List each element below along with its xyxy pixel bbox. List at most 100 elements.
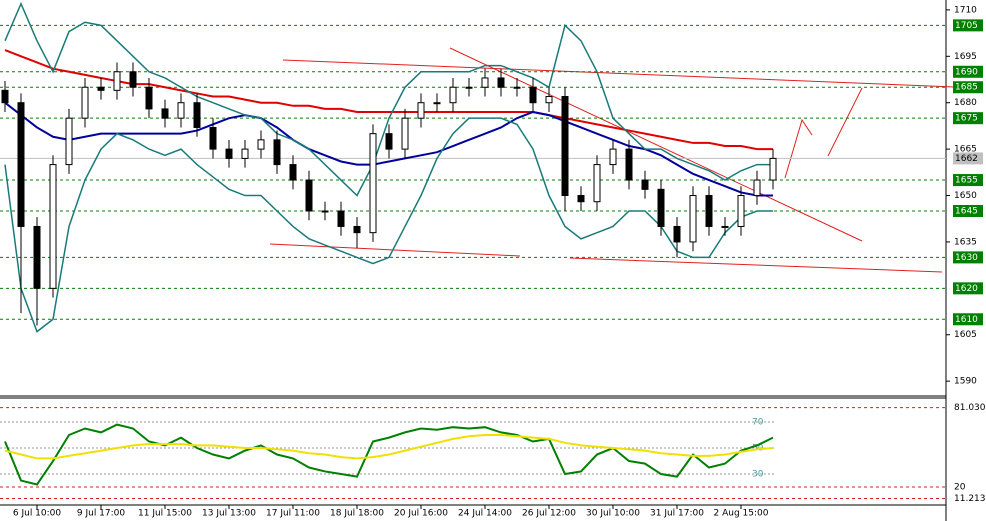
level-label: 1610 xyxy=(955,315,978,325)
x-tick-label: 17 Jul 11:00 xyxy=(266,509,320,519)
level-label: 1630 xyxy=(955,253,978,263)
level-label: 1645 xyxy=(955,206,978,216)
trendlines xyxy=(269,47,981,273)
x-tick-label: 18 Jul 18:00 xyxy=(330,509,384,519)
candle-body xyxy=(81,86,89,119)
candle-body xyxy=(161,108,169,119)
candle-body xyxy=(545,96,553,104)
candle-body xyxy=(497,77,505,88)
level-label: 1620 xyxy=(955,284,978,294)
y-tick-label: 1605 xyxy=(954,330,977,340)
level-label: 1705 xyxy=(955,21,978,31)
candle-body xyxy=(113,71,121,91)
candle-body xyxy=(737,195,745,227)
candle-body xyxy=(673,225,681,243)
y2-tick-label: 20 xyxy=(954,483,966,493)
level-label: 1655 xyxy=(955,176,978,186)
indicator-line xyxy=(4,1,773,197)
candle-body xyxy=(257,139,265,150)
x-tick-label: 9 Jul 17:00 xyxy=(77,509,126,519)
level-box xyxy=(953,204,983,217)
candle-body xyxy=(337,210,345,227)
candle-body xyxy=(593,164,601,203)
y-tick-label: 1635 xyxy=(954,237,977,247)
candle-body xyxy=(529,86,537,104)
candle-body xyxy=(177,102,185,119)
level-box xyxy=(953,313,983,326)
indicator-line xyxy=(4,423,774,486)
candle-body xyxy=(289,164,297,181)
y-tick-label: 1680 xyxy=(954,98,977,108)
x-tick-label: 30 Jul 10:00 xyxy=(586,509,640,519)
candle-body xyxy=(769,157,777,181)
candle-body xyxy=(193,102,201,128)
candle-body xyxy=(145,86,153,110)
trendline xyxy=(269,243,521,257)
candle-body xyxy=(97,86,105,91)
candle-body xyxy=(65,117,73,166)
x-tick-label: 24 Jul 14:00 xyxy=(458,509,512,519)
candle-body xyxy=(721,225,729,228)
indicator-line xyxy=(4,434,774,460)
candle-body xyxy=(401,117,409,150)
candle-body xyxy=(417,102,425,119)
x-tick-label: 2 Aug 15:00 xyxy=(714,509,769,519)
x-tick-label: 20 Jul 16:00 xyxy=(394,509,448,519)
x-tick-label: 31 Jul 17:00 xyxy=(650,509,704,519)
candle-body xyxy=(321,210,329,213)
candle-body xyxy=(49,164,57,289)
x-tick-label: 11 Jul 15:00 xyxy=(138,509,192,519)
candle-body xyxy=(753,179,761,197)
candle-body xyxy=(689,195,697,243)
candle-body xyxy=(641,179,649,190)
last-price-label: 1662 xyxy=(955,154,978,164)
candle-body xyxy=(225,148,233,159)
level-box xyxy=(953,65,983,78)
forecast-arrow xyxy=(827,87,863,157)
y-tick-label: 1710 xyxy=(954,5,977,15)
candle-body xyxy=(1,89,9,104)
candle-body xyxy=(385,133,393,150)
candle-body xyxy=(33,225,41,289)
candle-body xyxy=(305,179,313,212)
candle-body xyxy=(433,102,441,105)
level-label: 1675 xyxy=(955,114,978,124)
level-box xyxy=(953,112,983,125)
candle-body xyxy=(657,188,665,227)
level-label: 1690 xyxy=(955,67,978,77)
y-tick-label: 1665 xyxy=(954,145,977,155)
candle-body xyxy=(17,102,25,227)
level-label: 1685 xyxy=(955,83,978,93)
candle-body xyxy=(209,126,217,150)
level-box xyxy=(953,19,983,32)
candle-body xyxy=(609,148,617,166)
rsi-level-label: 70 xyxy=(752,417,764,427)
last-price-box xyxy=(953,152,983,165)
candle-body xyxy=(353,225,361,234)
level-box xyxy=(953,81,983,94)
candle-body xyxy=(625,148,633,181)
y-tick-label: 1695 xyxy=(954,52,977,62)
y2-tick-label: 81.030 xyxy=(954,403,986,413)
candle-body xyxy=(465,86,473,89)
trendline xyxy=(569,257,943,273)
candle-body xyxy=(513,86,521,89)
candle-body xyxy=(273,139,281,166)
candle-body xyxy=(481,77,489,88)
candle-body xyxy=(577,195,585,203)
candle-body xyxy=(449,86,457,104)
candle-body xyxy=(705,195,713,227)
y2-tick-label: 11.213 xyxy=(954,494,986,504)
trendline xyxy=(282,59,981,89)
indicator-line xyxy=(4,117,773,333)
y-tick-label: 1650 xyxy=(954,191,977,201)
candle-body xyxy=(129,71,137,88)
candle-body xyxy=(561,96,569,197)
level-box xyxy=(953,282,983,295)
level-box xyxy=(953,174,983,187)
x-tick-label: 13 Jul 13:00 xyxy=(202,509,256,519)
x-tick-label: 6 Jul 10:00 xyxy=(13,509,62,519)
